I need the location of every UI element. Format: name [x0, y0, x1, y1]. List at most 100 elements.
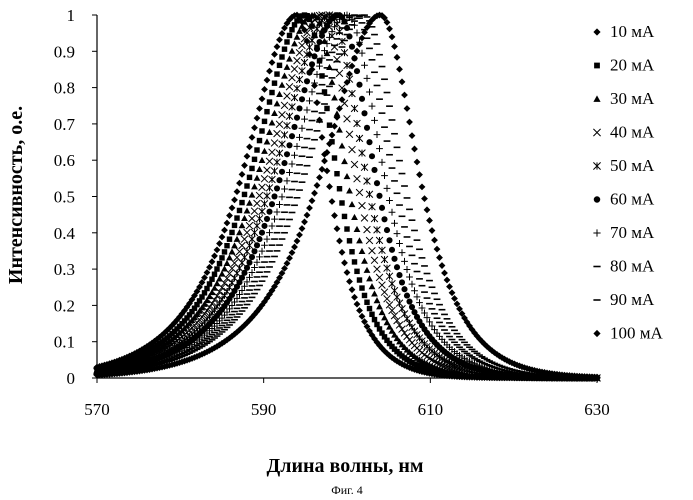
data-point — [286, 169, 293, 176]
data-point — [294, 57, 301, 64]
data-point — [256, 215, 263, 222]
data-point — [354, 269, 359, 274]
legend-marker — [593, 229, 600, 236]
data-point — [284, 151, 290, 157]
data-point — [254, 242, 260, 248]
data-point — [286, 83, 293, 90]
data-point — [284, 177, 291, 184]
data-point — [234, 236, 241, 242]
data-point — [376, 193, 382, 199]
data-point — [264, 193, 271, 200]
data-point — [436, 254, 443, 261]
data-point — [249, 134, 256, 141]
data-point — [271, 168, 278, 175]
data-point — [426, 217, 433, 224]
x-tick-label: 590 — [251, 400, 277, 419]
data-point — [226, 254, 233, 260]
x-tick-label: 610 — [418, 400, 444, 419]
data-point — [294, 115, 300, 121]
y-tick-label: 0.3 — [54, 260, 75, 279]
y-tick-label: 0.1 — [54, 333, 75, 352]
data-point — [364, 178, 371, 185]
x-tick-label: 630 — [584, 400, 610, 419]
data-point — [326, 183, 333, 190]
data-point — [276, 91, 283, 97]
data-point — [259, 208, 266, 215]
data-point — [446, 283, 453, 290]
data-point — [374, 226, 381, 233]
data-point — [376, 303, 383, 309]
data-point — [291, 244, 298, 251]
data-point — [289, 161, 296, 168]
data-point — [354, 301, 361, 308]
data-point — [319, 134, 326, 141]
data-point — [381, 172, 388, 179]
data-point — [354, 68, 360, 74]
data-point — [264, 236, 271, 243]
data-point — [349, 44, 355, 50]
data-point — [299, 42, 306, 49]
legend-label: 40 мА — [610, 123, 655, 142]
data-point — [329, 79, 336, 85]
data-point — [327, 122, 332, 127]
data-point — [264, 109, 269, 114]
data-point — [314, 182, 321, 189]
data-point — [369, 312, 374, 317]
data-point — [347, 238, 352, 243]
data-point — [244, 229, 251, 236]
data-point — [291, 94, 298, 101]
data-point — [339, 96, 346, 103]
plot-area — [94, 12, 601, 382]
data-point — [384, 185, 391, 192]
data-point — [329, 198, 336, 205]
data-point — [369, 247, 376, 254]
data-point — [336, 70, 343, 77]
data-point — [394, 54, 401, 61]
data-point — [356, 135, 363, 142]
data-point — [349, 286, 356, 293]
data-point — [444, 277, 451, 284]
data-point — [296, 134, 303, 141]
data-point — [349, 90, 356, 97]
data-point — [251, 229, 258, 236]
legend-label: 20 мА — [610, 56, 655, 75]
data-point — [411, 146, 418, 153]
y-axis-title: Интенсивность, о.е. — [5, 106, 27, 284]
data-point — [401, 258, 408, 265]
y-tick-label: 0.6 — [54, 151, 75, 170]
data-point — [329, 132, 336, 139]
data-point — [361, 215, 368, 222]
data-point — [276, 36, 283, 43]
data-point — [249, 192, 256, 198]
data-point — [269, 59, 276, 66]
data-point — [209, 277, 214, 282]
data-point — [364, 300, 369, 305]
data-point — [246, 259, 252, 265]
data-point — [441, 270, 448, 277]
data-point — [324, 106, 329, 111]
data-point — [391, 256, 397, 262]
data-point — [291, 66, 298, 73]
data-point — [369, 153, 375, 159]
data-point — [246, 242, 253, 249]
data-point — [296, 49, 303, 56]
data-point — [399, 279, 405, 285]
data-point — [411, 287, 418, 294]
data-point — [332, 155, 337, 160]
data-point — [409, 132, 416, 139]
data-point — [271, 216, 278, 223]
data-point — [246, 143, 253, 150]
data-point — [207, 281, 212, 286]
data-point — [316, 63, 323, 70]
data-point — [386, 273, 393, 280]
data-point — [256, 192, 263, 199]
data-point — [354, 175, 361, 182]
legend-item: 70 мА — [593, 223, 655, 242]
data-point — [334, 225, 341, 232]
data-point — [391, 220, 398, 227]
data-point — [266, 129, 273, 135]
data-point — [319, 33, 325, 39]
data-point — [276, 177, 282, 183]
data-point — [401, 330, 408, 337]
data-point — [274, 159, 281, 166]
